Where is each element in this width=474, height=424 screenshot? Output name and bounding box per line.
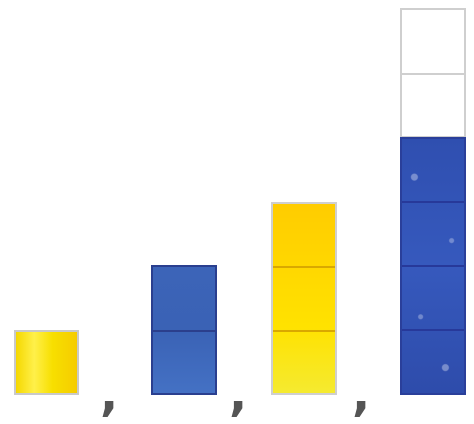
cell-divider (402, 265, 464, 267)
separator-comma-2: , (229, 366, 248, 422)
cell-divider (402, 73, 464, 75)
cell-divider (153, 330, 215, 332)
separator-comma-1: , (100, 366, 119, 422)
stack-4-blue-cubes (400, 137, 466, 395)
cell-divider (273, 266, 335, 268)
cell-divider (402, 329, 464, 331)
cell-divider (273, 330, 335, 332)
stack-1-yellow-cube (14, 330, 79, 395)
separator-comma-3: , (352, 366, 371, 422)
cell-divider (402, 201, 464, 203)
stack-2-blue-cubes (151, 265, 217, 395)
stack-3-yellow-cubes (271, 202, 337, 395)
stack-4-empty-cells (400, 8, 466, 138)
